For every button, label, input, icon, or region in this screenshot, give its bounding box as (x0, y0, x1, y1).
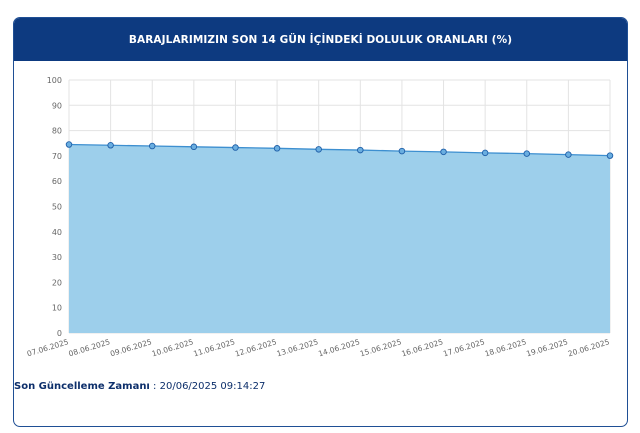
x-tick-label: 07.06.2025 (26, 337, 70, 358)
data-point (232, 144, 239, 151)
x-tick-label: 10.06.2025 (151, 337, 195, 358)
area-fill (69, 144, 610, 333)
y-tick-label: 40 (52, 228, 62, 237)
data-point (357, 146, 364, 154)
y-tick-label: 50 (52, 203, 62, 212)
data-point (440, 148, 447, 156)
y-tick-label: 10 (52, 304, 62, 313)
y-tick-label: 100 (47, 76, 62, 85)
series-line (68, 143, 611, 157)
x-tick-label: 14.06.2025 (317, 337, 361, 358)
data-point (107, 142, 114, 149)
x-tick-label: 20.06.2025 (567, 337, 611, 358)
x-tick-label: 11.06.2025 (192, 337, 236, 358)
y-tick-label: 60 (52, 177, 62, 186)
y-tick-label: 20 (52, 278, 62, 287)
data-point (148, 142, 156, 150)
x-tick-label: 15.06.2025 (359, 337, 403, 358)
y-tick-label: 0 (57, 329, 62, 338)
last-update-label: Son Güncelleme Zamanı (14, 381, 150, 392)
data-point (606, 152, 614, 159)
y-tick-label: 80 (52, 127, 62, 136)
x-tick-label: 09.06.2025 (109, 337, 153, 358)
data-point (315, 146, 322, 153)
last-update: Son Güncelleme Zamanı : 20/06/2025 09:14… (14, 381, 265, 392)
y-tick-label: 30 (52, 253, 62, 262)
x-tick-label: 13.06.2025 (276, 337, 320, 358)
data-point (273, 145, 281, 152)
x-tick-label: 16.06.2025 (400, 337, 444, 358)
data-point (65, 141, 73, 148)
data-point (565, 151, 572, 158)
data-point (481, 149, 489, 157)
y-tick-label: 90 (52, 101, 62, 110)
x-tick-label: 19.06.2025 (525, 337, 569, 358)
x-tick-label: 12.06.2025 (234, 337, 278, 358)
data-point (190, 143, 198, 151)
chart-title: BARAJLARIMIZIN SON 14 GÜN İÇİNDEKİ DOLUL… (14, 18, 627, 61)
data-point (523, 150, 531, 157)
y-tick-label: 70 (52, 152, 62, 161)
x-tick-label: 18.06.2025 (484, 337, 528, 358)
x-tick-label: 17.06.2025 (442, 337, 486, 358)
x-tick-label: 08.06.2025 (67, 337, 111, 358)
last-update-separator: : (149, 381, 160, 392)
data-point (398, 147, 406, 155)
last-update-value: 20/06/2025 09:14:27 (159, 381, 266, 392)
